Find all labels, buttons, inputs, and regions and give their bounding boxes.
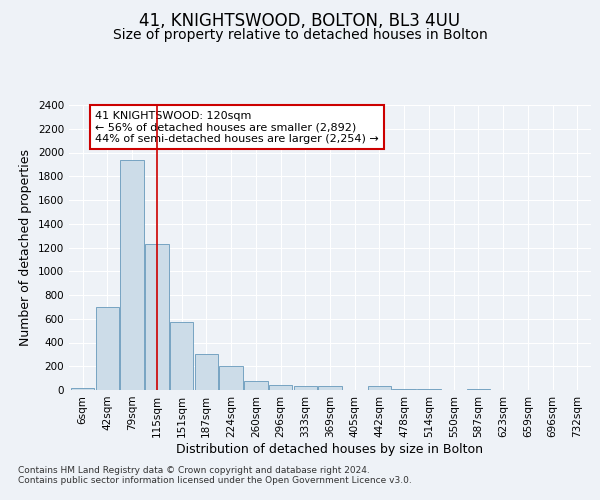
X-axis label: Distribution of detached houses by size in Bolton: Distribution of detached houses by size … [176, 442, 484, 456]
Bar [318, 386, 342, 390]
Bar [244, 380, 268, 390]
Bar [121, 160, 144, 390]
Bar [170, 322, 193, 390]
Bar [95, 307, 119, 390]
Bar [71, 388, 94, 390]
Text: Size of property relative to detached houses in Bolton: Size of property relative to detached ho… [113, 28, 487, 42]
Text: 41 KNIGHTSWOOD: 120sqm
← 56% of detached houses are smaller (2,892)
44% of semi-: 41 KNIGHTSWOOD: 120sqm ← 56% of detached… [95, 110, 379, 144]
Bar [368, 386, 391, 390]
Text: Contains HM Land Registry data © Crown copyright and database right 2024.
Contai: Contains HM Land Registry data © Crown c… [18, 466, 412, 485]
Bar [293, 386, 317, 390]
Text: 41, KNIGHTSWOOD, BOLTON, BL3 4UU: 41, KNIGHTSWOOD, BOLTON, BL3 4UU [139, 12, 461, 30]
Bar [145, 244, 169, 390]
Bar [219, 366, 243, 390]
Bar [269, 385, 292, 390]
Bar [194, 354, 218, 390]
Y-axis label: Number of detached properties: Number of detached properties [19, 149, 32, 346]
